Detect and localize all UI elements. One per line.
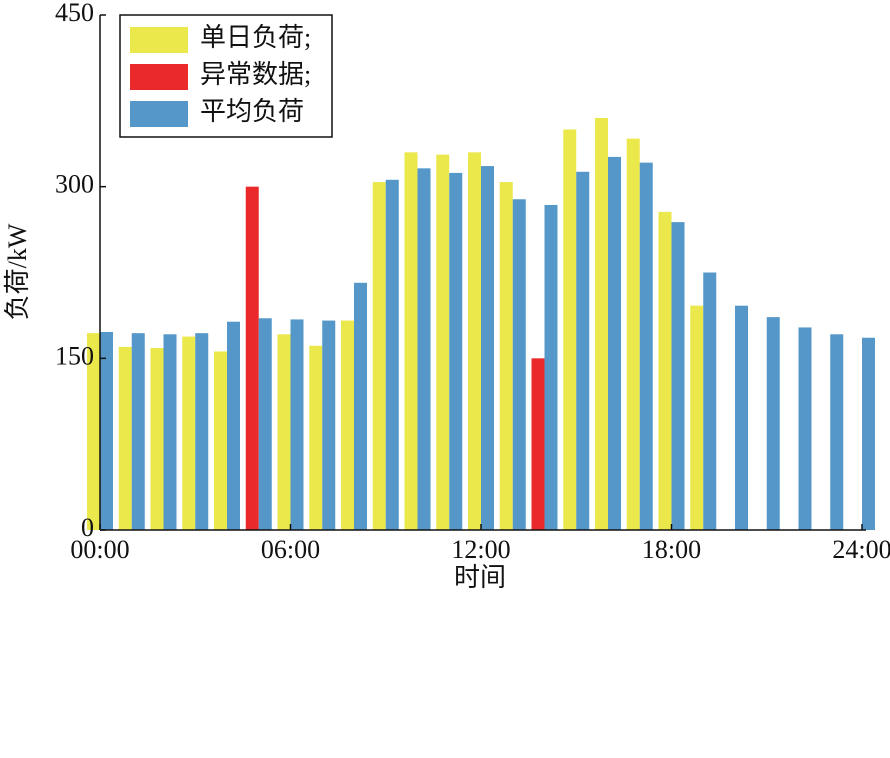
y-tick-label: 150: [55, 341, 94, 370]
bar: [658, 211, 672, 530]
x-tick-label: 00:00: [70, 535, 129, 564]
bar: [531, 358, 545, 530]
legend-swatch: [130, 64, 188, 90]
bar: [341, 320, 354, 530]
bar: [182, 336, 196, 530]
bar: [512, 199, 526, 530]
y-tick-label: 450: [55, 0, 94, 27]
legend-swatch: [130, 27, 188, 53]
bar: [118, 346, 132, 530]
legend-swatch: [130, 101, 188, 127]
bar: [449, 172, 463, 530]
x-tick-label: 12:00: [451, 535, 510, 564]
bar: [862, 337, 875, 530]
bar: [290, 319, 304, 530]
bar: [639, 162, 653, 530]
bar: [436, 154, 450, 530]
x-tick-label: 18:00: [642, 535, 701, 564]
bar: [766, 317, 780, 530]
bar: [735, 305, 748, 530]
bar: [372, 182, 386, 531]
bar: [322, 320, 336, 530]
bar: [544, 204, 558, 530]
bar: [100, 332, 113, 530]
bar: [195, 333, 209, 530]
bar: [468, 152, 481, 531]
bar: [163, 334, 177, 530]
bar: [277, 334, 291, 530]
x-axis-label: 时间: [454, 563, 506, 592]
y-tick-label: 0: [81, 513, 94, 542]
bar: [245, 186, 259, 530]
bar: [214, 351, 227, 530]
y-axis-label: 负荷/kW: [3, 223, 32, 320]
bar: [798, 327, 812, 530]
bar: [227, 321, 240, 530]
bar: [481, 166, 494, 531]
bar: [354, 282, 367, 530]
bar: [563, 129, 577, 530]
bar: [830, 334, 844, 530]
legend-label: 单日负荷;: [200, 23, 311, 52]
bar: [385, 179, 399, 531]
y-tick-label: 300: [55, 170, 94, 199]
bar: [309, 345, 323, 530]
bar: [626, 138, 640, 530]
bar: [87, 333, 100, 530]
bar: [258, 318, 272, 530]
bar: [404, 152, 418, 531]
bar: [608, 156, 621, 530]
bar: [576, 171, 590, 531]
bar: [131, 333, 145, 530]
x-tick-label: 06:00: [261, 535, 320, 564]
bar: [671, 222, 685, 530]
x-tick-label: 24:00: [832, 535, 890, 564]
legend-label: 平均负荷: [200, 97, 304, 126]
bar: [417, 168, 431, 530]
bar: [703, 272, 717, 530]
bar: [150, 348, 164, 530]
legend-label: 异常数据;: [200, 60, 311, 89]
bar: [690, 305, 704, 530]
bar: [499, 182, 513, 531]
bar: [595, 118, 608, 530]
